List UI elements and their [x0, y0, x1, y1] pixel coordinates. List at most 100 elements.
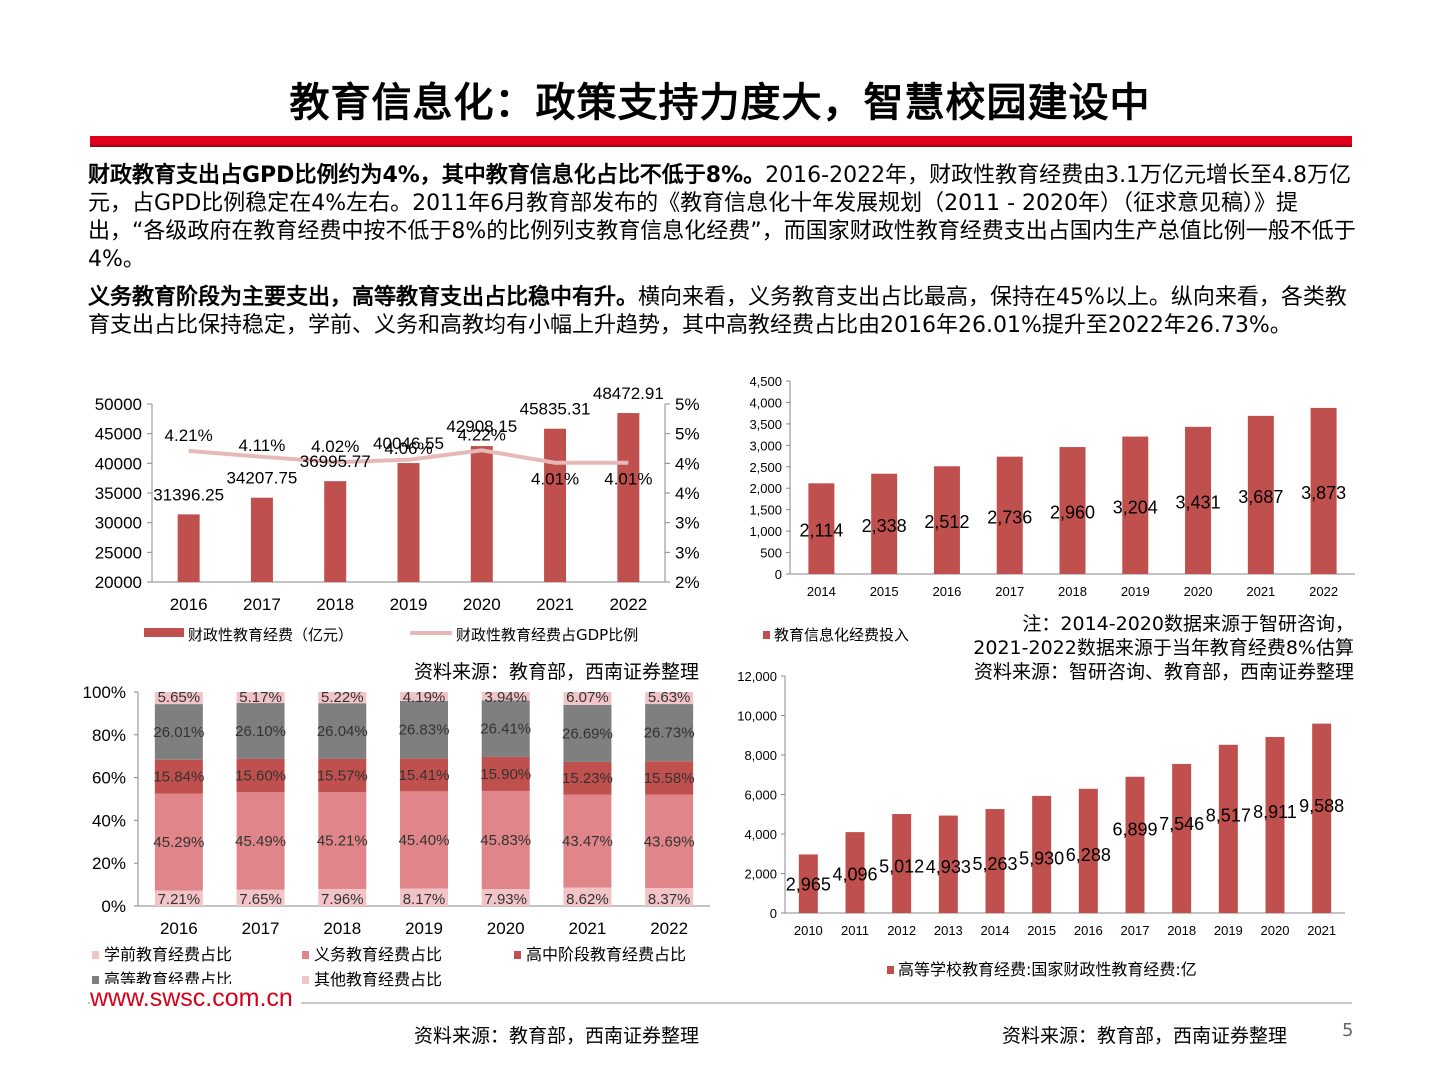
y-tick-label: 0 [775, 567, 782, 582]
company-logo[interactable]: www.swsc.com.cn [90, 984, 301, 1013]
bar-data-label: 2,736 [987, 507, 1032, 527]
bar-data-label: 3,204 [1113, 497, 1158, 517]
bar [798, 854, 818, 913]
stack-segment [481, 756, 530, 791]
line-data-label: 4.11% [238, 436, 285, 455]
chart2-note-line1: 注：2014-2020数据来源于智研咨询， [1022, 613, 1354, 635]
legend-swatch [514, 951, 521, 959]
y-tick-label: 2,000 [744, 867, 777, 882]
chart3-source: 资料来源：教育部，西南证券整理 [414, 1025, 700, 1047]
stack-segment [318, 703, 367, 759]
line-data-label: 4.22% [458, 425, 506, 444]
x-tick-label: 2012 [887, 923, 916, 938]
legend-label: 教育信息化经费投入 [774, 626, 909, 644]
segment-data-label: 26.41% [480, 721, 531, 738]
x-tick-label: 2021 [1307, 923, 1336, 938]
segment-data-label: 15.41% [399, 767, 450, 784]
x-tick-label: 2010 [794, 923, 823, 938]
x-tick-label: 2019 [1121, 584, 1150, 599]
bar-data-label: 5,930 [1019, 848, 1064, 868]
x-tick-label: 2018 [1167, 923, 1196, 938]
legend-label-bar: 财政性教育经费（亿元） [188, 626, 353, 644]
bar-data-label: 6,899 [1112, 820, 1157, 840]
stack-segment [236, 889, 285, 906]
segment-data-label: 8.17% [403, 891, 446, 908]
y-tick-label: 20000 [95, 573, 142, 592]
y2-tick-label: 3% [675, 514, 700, 533]
y-tick-label: 40000 [95, 454, 142, 473]
segment-data-label: 26.73% [644, 725, 695, 742]
bar [892, 814, 912, 913]
stack-segment [236, 692, 285, 704]
bar-data-label: 3,431 [1176, 492, 1221, 512]
bar [933, 466, 960, 574]
x-tick-label: 2016 [932, 584, 961, 599]
segment-data-label: 15.84% [153, 769, 204, 786]
stack-segment [645, 704, 694, 762]
x-tick-label: 2017 [1121, 923, 1150, 938]
y-tick-label: 500 [760, 546, 782, 561]
segment-data-label: 43.47% [562, 833, 613, 850]
line-data-label: 4.02% [311, 437, 359, 456]
bar-data-label: 4,096 [832, 865, 877, 885]
bar [1265, 737, 1285, 913]
stack-segment [154, 692, 203, 705]
bar-data-label: 34207.75 [226, 469, 297, 488]
segment-data-label: 7.96% [321, 891, 364, 908]
y2-tick-label: 2% [675, 573, 700, 592]
legend-swatch [92, 976, 99, 984]
bar [544, 428, 567, 582]
stack-segment [481, 889, 530, 906]
line-data-label: 4.01% [531, 470, 579, 489]
x-tick-label: 2021 [569, 919, 607, 938]
segment-data-label: 45.40% [399, 832, 450, 849]
bar [938, 815, 958, 913]
stack-segment [154, 793, 203, 891]
legend-label: 高中阶段教育经费占比 [526, 945, 686, 964]
bar [617, 413, 640, 582]
legend-swatch [763, 631, 770, 639]
x-tick-label: 2019 [405, 919, 443, 938]
y-tick-label: 80% [92, 726, 126, 745]
y2-tick-label: 5% [675, 395, 700, 414]
segment-data-label: 8.37% [648, 891, 691, 908]
title-underline [90, 136, 1352, 147]
stack-segment [481, 700, 530, 757]
x-tick-label: 2022 [1309, 584, 1338, 599]
stack-segment [563, 704, 612, 762]
bar-data-label: 2,965 [786, 875, 831, 895]
bar-data-label: 7,546 [1159, 814, 1204, 834]
x-tick-label: 2022 [650, 919, 688, 938]
segment-data-label: 7.93% [484, 891, 527, 908]
stack-segment [400, 758, 448, 792]
stack-segment [563, 761, 612, 795]
paragraph-2: 义务教育阶段为主要支出，高等教育支出占比稳中有升。横向来看，义务教育支出占比最高… [88, 284, 1356, 340]
legend-label: 其他教育经费占比 [314, 970, 442, 989]
bar-data-label: 36995.77 [300, 452, 371, 471]
segment-data-label: 5.63% [648, 689, 691, 706]
legend-swatch-bar [144, 628, 184, 637]
bar [985, 809, 1005, 913]
segment-data-label: 45.83% [480, 832, 531, 849]
paragraph-1-lead: 财政教育支出占GPD比例约为4%，其中教育信息化占比不低于8%。 [88, 163, 766, 188]
bar-data-label: 3,687 [1238, 487, 1283, 507]
bar [1172, 763, 1192, 913]
line-data-label: 4.21% [165, 426, 213, 445]
chart-education-funding: 20000 25000 30000 35000 40000 45000 50000 2% 3% 3… [95, 384, 700, 644]
x-tick-label: 2015 [870, 584, 899, 599]
line-data-label: 4.01% [604, 470, 652, 489]
stack-segment [154, 890, 203, 906]
x-tick-label: 2018 [323, 919, 361, 938]
bar [397, 463, 420, 582]
bar-data-label: 2,338 [862, 516, 907, 536]
bar [1078, 788, 1098, 913]
bar [177, 514, 200, 582]
bar-data-label: 45835.31 [520, 400, 591, 419]
stack-segment [318, 792, 367, 889]
segment-data-label: 8.62% [566, 891, 609, 908]
stack-segment [318, 758, 367, 793]
x-tick-label: 2013 [934, 923, 963, 938]
bar [250, 497, 273, 582]
bar-data-label: 5,263 [972, 854, 1017, 874]
x-tick-label: 2014 [981, 923, 1010, 938]
